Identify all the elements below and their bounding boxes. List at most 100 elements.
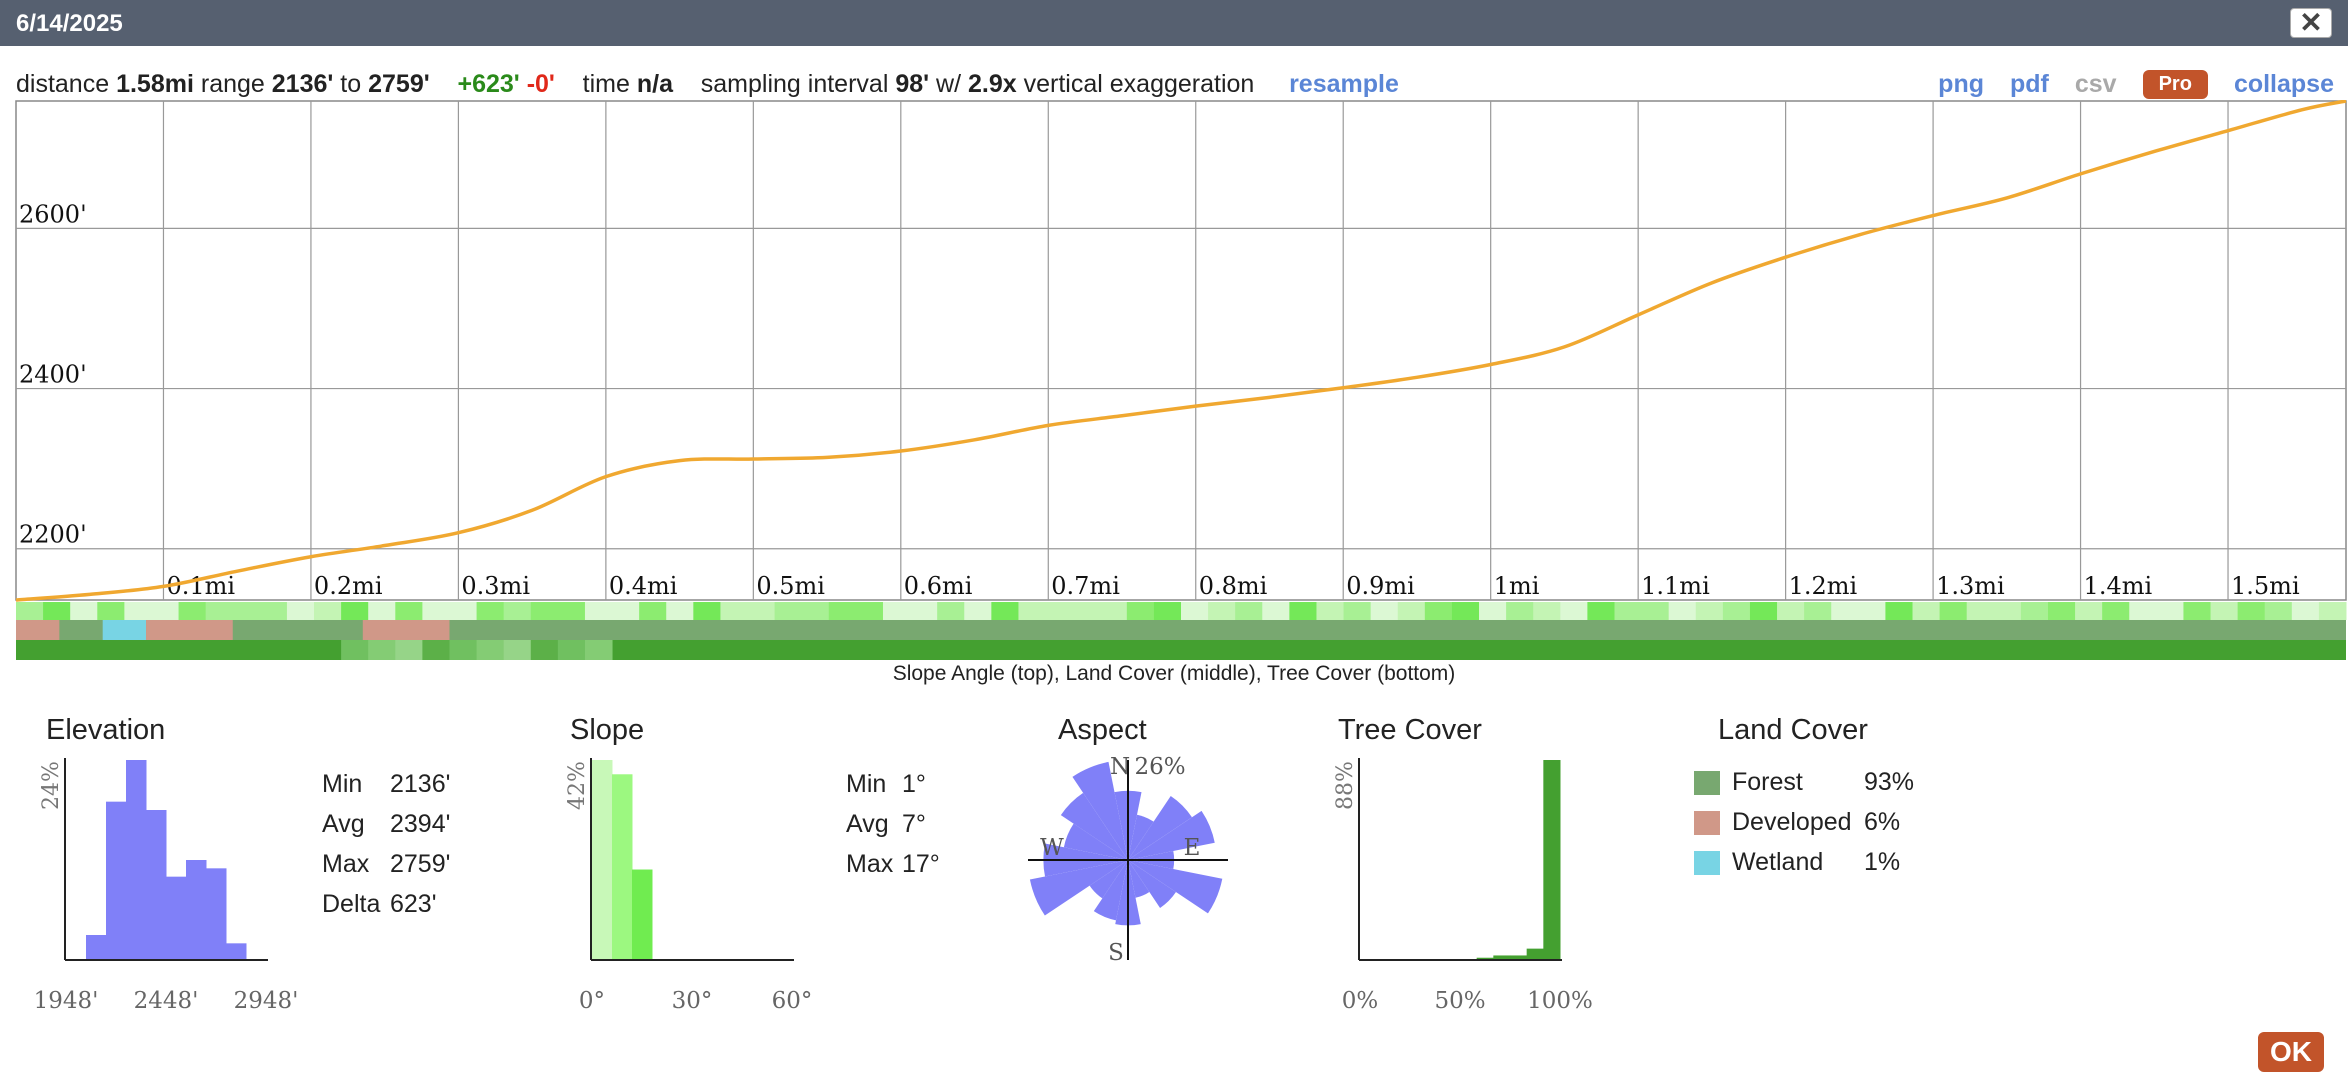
slope-band-cell (476, 602, 505, 620)
range-max-value: 2759' (368, 70, 430, 98)
slope-band-cell (720, 602, 749, 620)
slope-band-cell (584, 602, 613, 620)
slope-band-cell (2129, 602, 2157, 620)
legend-swatch (1694, 770, 1720, 795)
stat-row: Max 17° (846, 850, 940, 879)
stat-label: Avg (846, 810, 889, 838)
legend-name: Developed (1732, 808, 1852, 836)
stat-value: 2759' (390, 850, 451, 878)
x-tick-label: 1.3mi (1936, 572, 2005, 600)
stat-label: Delta (322, 890, 381, 918)
stat-label: Min (322, 770, 363, 798)
stat-label: Max (846, 850, 894, 878)
stat-row: Delta 623' (322, 890, 436, 919)
aspect-wedge (1060, 792, 1128, 860)
land-cover-band (16, 620, 2346, 640)
x-tick-label: 1.1mi (1641, 572, 1710, 600)
slope-band-cell (259, 602, 288, 620)
slope-band-cell (1939, 602, 1968, 620)
legend-value: 6% (1864, 808, 1901, 836)
tree-cover-title: Tree Cover (1338, 714, 1482, 746)
slope-band-cell (1045, 602, 1074, 620)
slope-band-cell (2075, 602, 2103, 620)
histogram-bar (106, 801, 127, 960)
slope-band-cell (503, 602, 532, 620)
range-min-value: 2136' (271, 70, 334, 98)
slope-band-cell (1235, 602, 1263, 620)
slope-band-cell (1614, 602, 1643, 620)
stat-value: 17° (902, 850, 940, 878)
slope-band-cell (612, 602, 640, 620)
slope-band-cell (747, 602, 776, 620)
slope-band-cell (341, 602, 369, 620)
slope-band-cell (1099, 602, 1128, 620)
x-tick-label: 0.5mi (756, 572, 825, 600)
x-tick-label: 0.8mi (1199, 572, 1268, 600)
slope-band-cell (1262, 602, 1290, 620)
slope-band-cell (557, 602, 586, 620)
slope-band-cell (449, 602, 478, 620)
histogram-bar (1476, 957, 1494, 960)
slope-band-cell (2156, 602, 2184, 620)
slope-band-cell (991, 602, 1019, 620)
slope-title: Slope (570, 714, 645, 746)
x-tick-label: 0.6mi (904, 572, 973, 600)
elevation-loss: -0' (526, 70, 555, 98)
histogram-bar (86, 935, 107, 960)
slope-band-cell (1018, 602, 1047, 620)
histogram-max-label: 88% (1333, 761, 1358, 810)
time-value: n/a (636, 70, 673, 98)
slope-band-cell (666, 602, 694, 620)
png-link[interactable]: png (1938, 70, 1984, 98)
csv-link[interactable]: csv (2074, 70, 2117, 98)
slope-band-cell (1560, 602, 1588, 620)
stat-row: Avg 2394' (322, 810, 450, 839)
tree-cover-band-cell (503, 640, 532, 660)
histogram-tick-label: 0% (1342, 988, 1379, 1014)
with-label: w/ (936, 70, 962, 98)
slope-band-cell (2237, 602, 2266, 620)
tree-cover-histogram: 88% 0% 50% 100% (1333, 758, 1593, 1014)
histogram-tick-label: 1948' (34, 988, 99, 1014)
collapse-link[interactable]: collapse (2233, 70, 2334, 98)
slope-band-cell (395, 602, 423, 620)
y-tick-label: 2400' (19, 361, 87, 389)
x-tick-label: 0.7mi (1051, 572, 1120, 600)
slope-band-cell (314, 602, 342, 620)
aspect-wedge (1128, 860, 1150, 898)
slope-band-cell (178, 602, 207, 620)
slope-band-cell (1424, 602, 1453, 620)
tree-cover-band-cell (341, 640, 369, 660)
slope-band-cell (151, 602, 180, 620)
legend-name: Wetland (1732, 848, 1824, 876)
x-tick-label: 1.2mi (1789, 572, 1858, 600)
aspect-east-label: E (1184, 835, 1201, 861)
exaggeration-label: vertical exaggeration (1023, 70, 1255, 98)
x-tick-label: 1mi (1494, 572, 1540, 600)
slope-band-cell (1641, 602, 1670, 620)
ok-button[interactable]: OK (2258, 1032, 2324, 1072)
legend-value: 1% (1864, 848, 1901, 876)
slope-band-cell (639, 602, 667, 620)
elevation-gain: +623' (457, 70, 520, 98)
slope-band-cell (70, 602, 98, 620)
slope-band-cell (1831, 602, 1859, 620)
pro-badge[interactable]: Pro (2142, 70, 2208, 99)
stat-row: Max 2759' (322, 850, 450, 879)
slope-band-cell (422, 602, 450, 620)
slope-histogram: 42% 0° 30° 60° (565, 758, 812, 1014)
aspect-south-label: S (1108, 940, 1124, 966)
close-button[interactable]: ✕ (2290, 8, 2332, 38)
slope-band-cell (1370, 602, 1399, 620)
histogram-tick-label: 50% (1434, 988, 1485, 1014)
resample-link[interactable]: resample (1289, 70, 1399, 98)
legend-name: Forest (1732, 768, 1803, 796)
x-tick-label: 1.5mi (2231, 572, 2300, 600)
export-links: png pdf csv Pro collapse (1938, 70, 2334, 99)
land-cover-title: Land Cover (1718, 714, 1868, 746)
y-tick-label: 2200' (19, 521, 87, 549)
tree-cover-band-cell (476, 640, 505, 660)
histogram-bar (1493, 955, 1511, 960)
pdf-link[interactable]: pdf (2010, 70, 2049, 98)
slope-band-cell (693, 602, 721, 620)
